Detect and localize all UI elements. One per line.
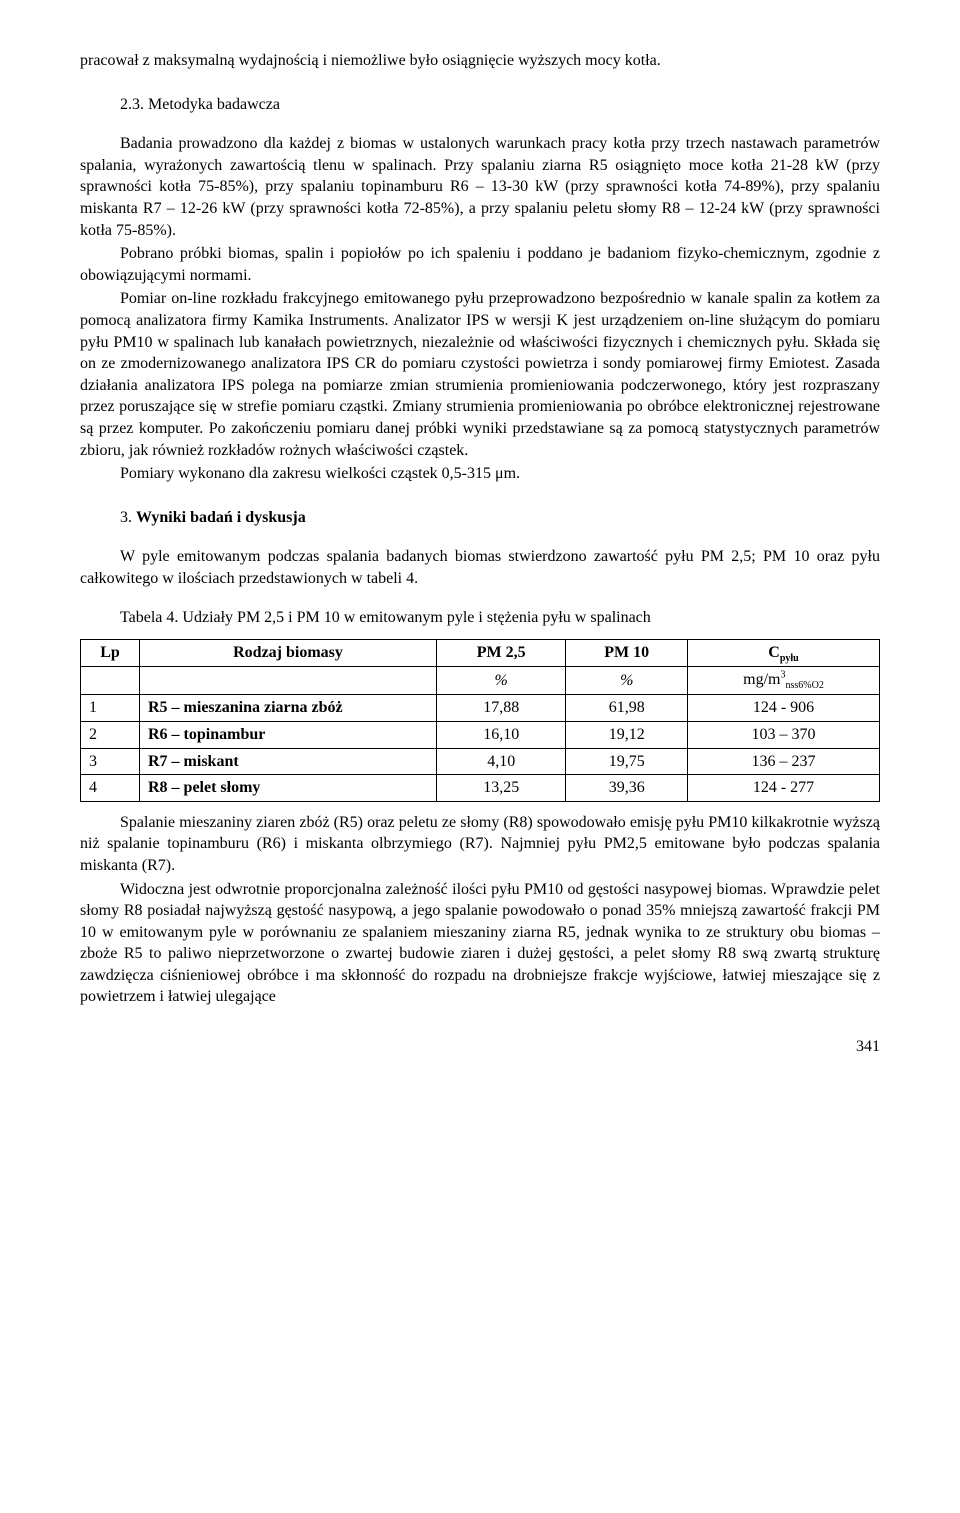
unit-cpylu-pre: mg/m [743,671,780,688]
table-cell: 39,36 [566,775,688,802]
section-title: Metodyka badawcza [148,96,280,113]
table-cell: 124 - 277 [688,775,880,802]
table-cell: 103 – 370 [688,721,880,748]
body-paragraph: Spalanie mieszaniny ziaren zbóż (R5) ora… [80,812,880,877]
page-number: 341 [80,1036,880,1058]
section-title: Wyniki badań i dyskusja [136,509,306,526]
table-cell: R8 – pelet słomy [140,775,437,802]
body-paragraph: Pobrano próbki biomas, spalin i popiołów… [80,243,880,286]
body-paragraph: pracował z maksymalną wydajnością i niem… [80,50,880,72]
unit-pm25: % [495,672,508,689]
table-cell: 2 [81,721,140,748]
table-row: 4 R8 – pelet słomy 13,25 39,36 124 - 277 [81,775,880,802]
table-header-lp: Lp [81,640,140,667]
unit-cpylu-sup: 3 [781,669,786,680]
table-cell: % [566,666,688,695]
table-header-cpylu: Cpyłu [688,640,880,667]
table-header-pm10: PM 10 [566,640,688,667]
table-cell: 61,98 [566,695,688,722]
table-cell: 4 [81,775,140,802]
table-cell: 3 [81,748,140,775]
body-paragraph: Pomiary wykonano dla zakresu wielkości c… [80,463,880,485]
section-number: 3. [120,509,136,526]
table-cell: 13,25 [437,775,566,802]
body-paragraph: W pyle emitowanym podczas spalania badan… [80,546,880,589]
cpylu-sub: pyłu [780,653,799,664]
table-cell: 17,88 [437,695,566,722]
table-header-row: Lp Rodzaj biomasy PM 2,5 PM 10 Cpyłu [81,640,880,667]
table-row: 3 R7 – miskant 4,10 19,75 136 – 237 [81,748,880,775]
section-heading: 2.3. Metodyka badawcza [120,94,880,116]
section-heading: 3. Wyniki badań i dyskusja [120,507,880,529]
unit-cpylu-sub: nss6%O2 [786,680,824,691]
row-label: R8 – pelet słomy [148,779,260,796]
table-header-rodzaj: Rodzaj biomasy [140,640,437,667]
body-paragraph: Badania prowadzono dla każdej z biomas w… [80,133,880,241]
table-row: 2 R6 – topinambur 16,10 19,12 103 – 370 [81,721,880,748]
row-label: R7 – miskant [148,753,239,770]
table-cell: 124 - 906 [688,695,880,722]
row-label: R6 – topinambur [148,726,265,743]
table-caption: Tabela 4. Udziały PM 2,5 i PM 10 w emito… [120,607,880,629]
row-label: R5 – mieszanina ziarna zbóż [148,699,343,716]
table-cell: R7 – miskant [140,748,437,775]
table-row: 1 R5 – mieszanina ziarna zbóż 17,88 61,9… [81,695,880,722]
table-units-row: % % mg/m3nss6%O2 [81,666,880,695]
table-cell: 16,10 [437,721,566,748]
table-cell: 19,12 [566,721,688,748]
table-cell: R5 – mieszanina ziarna zbóż [140,695,437,722]
unit-pm10: % [620,672,633,689]
table-cell [81,666,140,695]
table-cell: 136 – 237 [688,748,880,775]
cpylu-base: C [768,644,780,661]
table-cell: % [437,666,566,695]
section-number: 2.3. [120,96,148,113]
table-cell: R6 – topinambur [140,721,437,748]
table-cell: 4,10 [437,748,566,775]
table-header-pm25: PM 2,5 [437,640,566,667]
table-cell [140,666,437,695]
table-cell: mg/m3nss6%O2 [688,666,880,695]
table-cell: 19,75 [566,748,688,775]
data-table: Lp Rodzaj biomasy PM 2,5 PM 10 Cpyłu % %… [80,639,880,802]
table-cell: 1 [81,695,140,722]
body-paragraph: Pomiar on-line rozkładu frakcyjnego emit… [80,288,880,461]
body-paragraph: Widoczna jest odwrotnie proporcjonalna z… [80,879,880,1009]
